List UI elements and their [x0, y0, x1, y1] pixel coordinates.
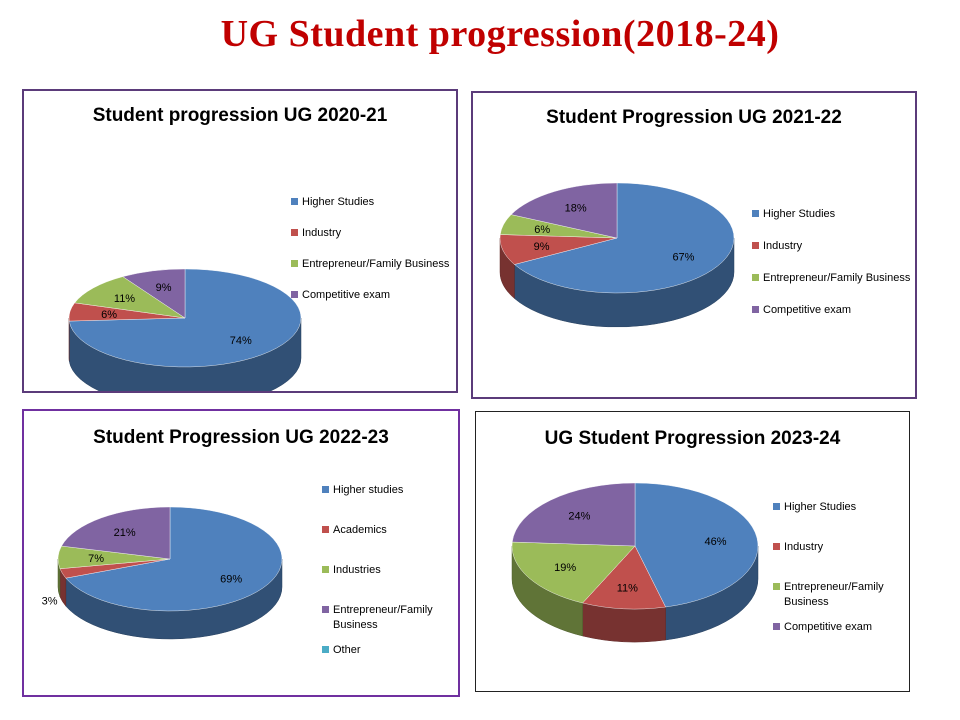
pie-slice-higher-studies: [634, 482, 759, 608]
chart-panel-3: Student Progression UG 2022-23 69% 3% 7% 21%…: [22, 409, 460, 697]
chart-panel-4: UG Student Progression 2023-24 46% 11% 19% 2…: [475, 411, 910, 692]
legend-item-entrepreneur-family-business: Entrepreneur/Family Business: [322, 603, 457, 633]
data-label-industry: 6%: [101, 309, 117, 321]
legend-item-entrepreneur-family-business: Entrepreneur/Family Business: [773, 580, 908, 610]
legend-label: Higher Studies: [763, 208, 836, 220]
legend-item-higher-studies: Higher Studies: [773, 500, 908, 515]
pie-slice-entrepreneur-family-business: [74, 276, 186, 319]
legend-swatch: [752, 210, 759, 217]
pie-slice-competitive-exam: [512, 482, 636, 547]
legend-label: Academics: [333, 524, 387, 536]
legend-swatch: [291, 260, 298, 267]
legend-label: Competitive exam: [763, 304, 852, 316]
data-label-competitive-exam: 18%: [565, 202, 587, 214]
legend-item-academics: Academics: [322, 523, 457, 538]
data-label-higher-studies: 46%: [705, 536, 727, 548]
chart-panel-2: Student Progression UG 2021-22 67% 9% 6% 18%…: [471, 91, 917, 399]
pie-slice-industry: [582, 545, 666, 610]
data-label-higher-studies: 74%: [230, 335, 252, 347]
legend-item-entrepreneur-family-business: Entrepreneur/Family Business: [291, 257, 456, 272]
data-label-entrepreneur-family-business: 6%: [534, 224, 550, 236]
legend-swatch: [773, 503, 780, 510]
legend-swatch: [322, 486, 329, 493]
pie-chart-svg: 46% 11% 19% 24%: [511, 482, 759, 643]
legend-label: Higher Studies: [784, 501, 857, 513]
data-label-entrepreneur-family-business: 11%: [114, 293, 135, 305]
pie-slice-competitive-exam: [510, 182, 618, 239]
legend-swatch: [752, 274, 759, 281]
legend-swatch: [291, 291, 298, 298]
legend-item-other: Other: [322, 643, 457, 658]
legend-item-competitive-exam: Competitive exam: [291, 288, 456, 303]
legend-item-higher-studies: Higher studies: [322, 483, 457, 498]
data-label-entrepreneur-family-business: 21%: [114, 527, 136, 539]
legend-item-competitive-exam: Competitive exam: [752, 303, 917, 318]
legend-label: Industry: [763, 240, 803, 252]
legend-swatch: [322, 566, 329, 573]
legend-swatch: [291, 229, 298, 236]
legend-swatch: [322, 526, 329, 533]
data-label-competitive-exam: 24%: [568, 511, 590, 523]
legend-label: Industry: [302, 227, 342, 239]
legend-swatch: [773, 623, 780, 630]
pie-slice-higher-studies: [514, 182, 735, 294]
legend-label: Higher studies: [333, 484, 404, 496]
legend-label: Competitive exam: [302, 289, 391, 301]
data-label-higher-studies: 67%: [672, 251, 694, 263]
chart-title: UG Student Progression 2023-24: [544, 428, 841, 449]
legend-item-industry: Industry: [291, 226, 456, 241]
legend-label: Other: [333, 644, 361, 656]
page-title: UG Student progression(2018-24): [220, 13, 780, 55]
legend-swatch: [773, 543, 780, 550]
chart-panel-1: Student progression UG 2020-21 74% 6% 11% 9%…: [22, 89, 458, 393]
legend-item-industry: Industry: [773, 540, 908, 555]
pie-chart-svg: 67% 9% 6% 18%: [499, 182, 735, 328]
data-label-industry: 9%: [534, 241, 550, 253]
legend-label: Entrepreneur/Family Business: [302, 258, 450, 270]
chart-title: Student Progression UG 2022-23: [93, 427, 389, 448]
legend-swatch: [322, 606, 329, 613]
legend-swatch: [322, 646, 329, 653]
pie-slice-competitive-exam: [122, 268, 186, 319]
legend-item-higher-studies: Higher Studies: [291, 195, 456, 210]
legend-swatch: [291, 198, 298, 205]
legend-swatch: [752, 242, 759, 249]
legend-item-industry: Industry: [752, 239, 917, 254]
legend-label: Entrepreneur/Family Business: [333, 604, 433, 631]
legend-item-competitive-exam: Competitive exam: [773, 620, 908, 635]
data-label-competitive-exam: 9%: [156, 282, 172, 294]
legend-label: Entrepreneur/Family Business: [784, 581, 884, 608]
data-label-higher-studies: 69%: [220, 573, 242, 585]
data-label-industry: 11%: [617, 582, 638, 594]
legend-label: Higher Studies: [302, 196, 375, 208]
pie-chart-svg: 69% 3% 7% 21%: [42, 506, 283, 640]
pie-slice-entrepreneur-family-business: [511, 541, 636, 604]
legend-label: Industries: [333, 564, 381, 576]
pie-slice-higher-studies: [65, 506, 283, 612]
chart-title: Student progression UG 2020-21: [92, 105, 388, 126]
legend-swatch: [752, 306, 759, 313]
legend-item-industries: Industries: [322, 563, 457, 578]
data-label-academics: 3%: [42, 595, 58, 607]
legend-label: Industry: [784, 541, 824, 553]
data-label-industries: 7%: [88, 553, 104, 565]
pie-chart-svg: 74% 6% 11% 9%: [68, 268, 302, 391]
legend-swatch: [773, 583, 780, 590]
pie-slice-entrepreneur-family-business: [61, 506, 171, 560]
chart-title: Student Progression UG 2021-22: [546, 107, 842, 128]
data-label-entrepreneur-family-business: 19%: [554, 562, 576, 574]
legend-label: Entrepreneur/Family Business: [763, 272, 911, 284]
legend-label: Competitive exam: [784, 621, 873, 633]
legend-item-higher-studies: Higher Studies: [752, 207, 917, 222]
legend-item-entrepreneur-family-business: Entrepreneur/Family Business: [752, 271, 917, 286]
